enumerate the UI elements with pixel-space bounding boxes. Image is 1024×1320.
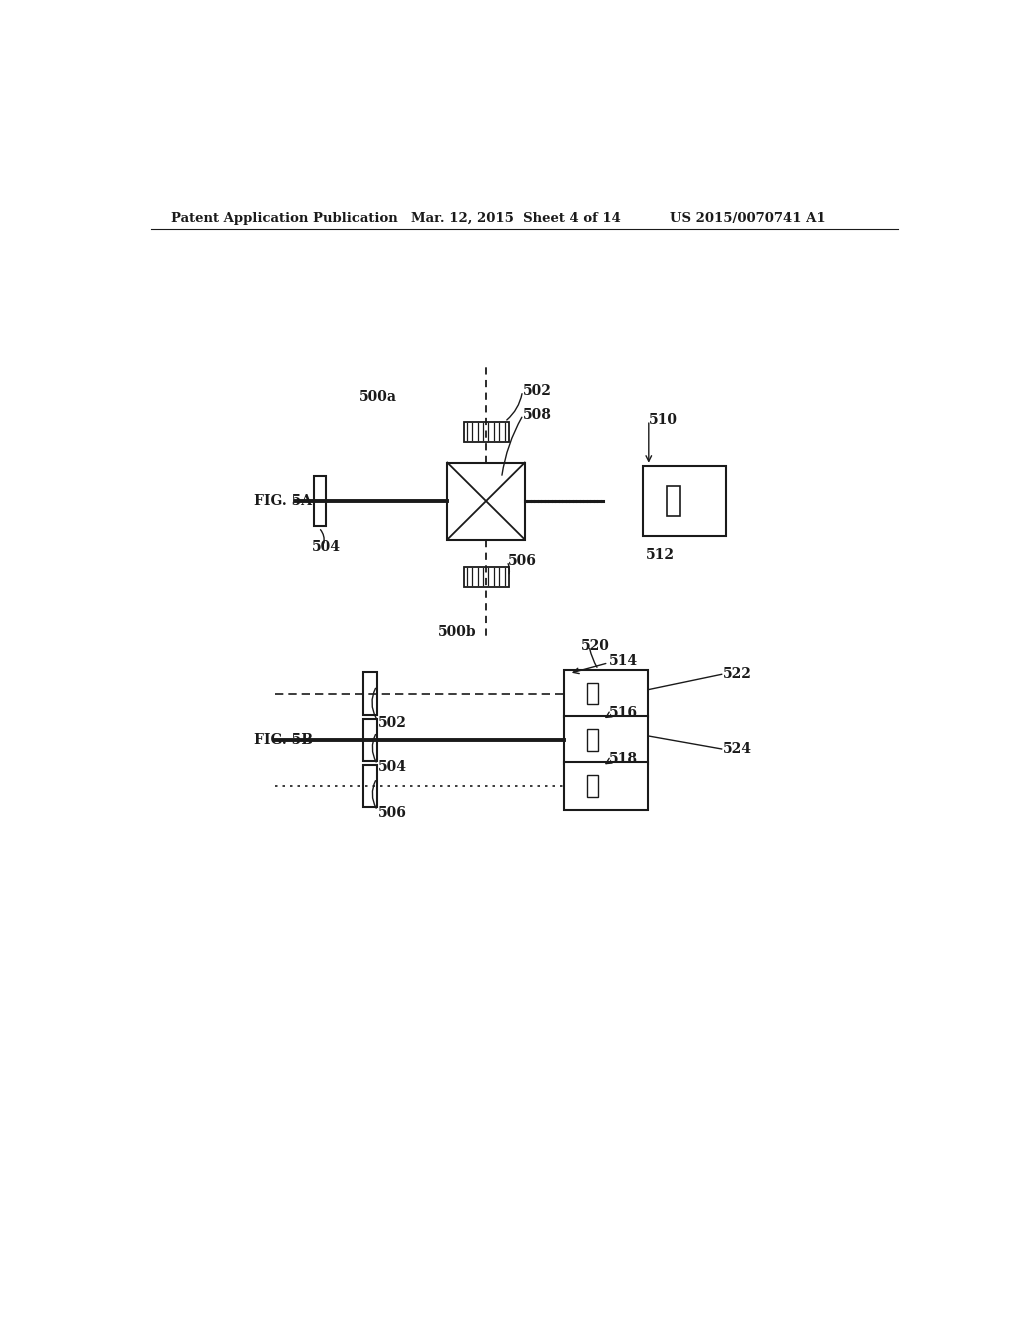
Text: FIG. 5A: FIG. 5A [254,494,311,508]
Bar [362,718,377,760]
Bar [362,672,377,714]
Text: 502: 502 [378,715,407,730]
Text: 520: 520 [582,639,610,653]
Bar [643,466,726,536]
Text: 518: 518 [608,752,638,766]
Bar [564,669,648,718]
Text: 522: 522 [723,668,752,681]
Text: 514: 514 [608,655,638,668]
Bar [464,422,509,442]
Text: 504: 504 [378,760,407,774]
Bar [564,762,648,810]
Bar [362,764,377,807]
Text: 500a: 500a [359,391,397,404]
Bar [668,487,680,516]
Text: 506: 506 [378,807,407,820]
Text: 510: 510 [649,413,678,428]
Text: US 2015/0070741 A1: US 2015/0070741 A1 [671,213,826,224]
Text: 502: 502 [523,384,552,397]
Text: FIG. 5B: FIG. 5B [254,733,312,747]
Text: 506: 506 [508,554,537,568]
Text: 504: 504 [311,540,341,554]
Bar [587,729,598,751]
Bar [587,682,598,705]
Bar [587,775,598,797]
Text: Mar. 12, 2015  Sheet 4 of 14: Mar. 12, 2015 Sheet 4 of 14 [411,213,621,224]
Bar [447,462,524,540]
Bar [314,477,327,527]
Text: 524: 524 [723,742,753,756]
Text: 516: 516 [608,706,638,719]
Text: 512: 512 [646,548,675,562]
Text: Patent Application Publication: Patent Application Publication [171,213,397,224]
Bar [464,566,509,586]
Text: 508: 508 [523,408,552,422]
Text: 500b: 500b [438,624,476,639]
Bar [564,715,648,763]
